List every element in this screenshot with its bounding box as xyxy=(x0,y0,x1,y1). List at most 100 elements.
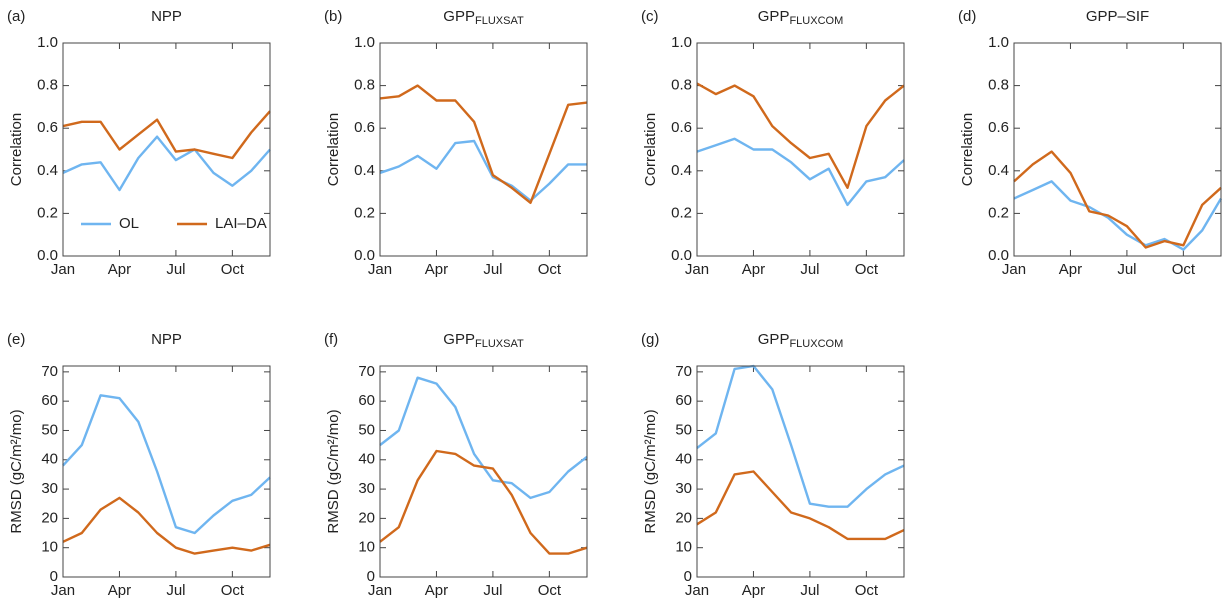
plot-frame xyxy=(62,42,271,257)
x-tick-label: Jul xyxy=(166,261,185,278)
y-axis-label: RMSD (gC/m²/mo) xyxy=(642,409,659,533)
chart-title: GPPFLUXCOM xyxy=(758,331,843,350)
x-tick-label: Apr xyxy=(1059,261,1082,278)
x-tick-label: Apr xyxy=(425,582,448,599)
y-tick-label: 50 xyxy=(675,421,692,438)
y-tick-label: 50 xyxy=(41,421,58,438)
y-tick-label: 0.0 xyxy=(37,247,58,264)
series-line xyxy=(379,139,587,202)
y-tick-label: 30 xyxy=(41,480,58,497)
y-tick-label: 1.0 xyxy=(671,34,692,51)
y-tick-label: 50 xyxy=(358,421,375,438)
x-tick-label: Oct xyxy=(1172,261,1196,278)
panel-label: (c) xyxy=(641,8,659,25)
series-line xyxy=(696,82,905,189)
legend-label: OL xyxy=(119,215,139,232)
y-tick-label: 40 xyxy=(675,451,692,468)
y-tick-label: 60 xyxy=(358,392,375,409)
x-tick-label: Apr xyxy=(742,261,765,278)
y-tick-label: 0 xyxy=(367,568,375,585)
x-tick-label: Jul xyxy=(1117,261,1136,278)
y-tick-label: 60 xyxy=(675,392,692,409)
y-tick-label: 0.6 xyxy=(37,119,58,136)
y-tick-label: 10 xyxy=(675,539,692,556)
x-tick-label: Apr xyxy=(742,582,765,599)
series-line xyxy=(62,110,271,160)
y-tick-label: 0.6 xyxy=(354,119,375,136)
y-tick-label: 0.4 xyxy=(37,162,58,179)
x-tick-label: Jan xyxy=(368,261,392,278)
x-tick-label: Apr xyxy=(425,261,448,278)
title-subscript: FLUXSAT xyxy=(475,15,524,27)
y-tick-label: 0.2 xyxy=(671,204,692,221)
y-tick-label: 0.2 xyxy=(988,204,1009,221)
x-tick-label: Jan xyxy=(51,261,75,278)
x-tick-label: Jul xyxy=(483,582,502,599)
x-tick-label: Oct xyxy=(538,582,562,599)
y-axis-label: Correlation xyxy=(8,113,25,186)
x-tick-label: Jul xyxy=(800,582,819,599)
series-line xyxy=(1013,150,1222,249)
chart-title: GPPFLUXCOM xyxy=(758,8,843,27)
y-axis-label: RMSD (gC/m²/mo) xyxy=(8,409,25,533)
y-tick-label: 0.4 xyxy=(354,162,375,179)
plot-frame xyxy=(379,42,588,257)
y-tick-label: 0.4 xyxy=(671,162,692,179)
panel-label: (b) xyxy=(324,8,342,25)
y-tick-label: 0.8 xyxy=(354,77,375,94)
chart-title: GPPFLUXSAT xyxy=(443,331,524,350)
chart-title: NPP xyxy=(151,8,182,25)
title-main: GPP xyxy=(758,331,790,348)
y-tick-label: 0.6 xyxy=(988,119,1009,136)
title-subscript: FLUXSAT xyxy=(475,338,524,350)
chart-title: GPPFLUXSAT xyxy=(443,8,524,27)
x-tick-label: Oct xyxy=(855,261,879,278)
series-line xyxy=(696,470,905,541)
y-tick-label: 0.0 xyxy=(671,247,692,264)
plot-frame xyxy=(62,365,271,578)
y-tick-label: 40 xyxy=(358,451,375,468)
y-tick-label: 10 xyxy=(358,539,375,556)
series-line xyxy=(379,449,588,555)
panel-label: (a) xyxy=(7,8,25,25)
y-tick-label: 0.8 xyxy=(37,77,58,94)
legend-label: LAI–DA xyxy=(215,215,267,232)
x-tick-label: Jan xyxy=(51,582,75,599)
chart-title: NPP xyxy=(151,331,182,348)
y-tick-label: 0.6 xyxy=(671,119,692,136)
y-tick-label: 30 xyxy=(675,480,692,497)
x-tick-label: Jan xyxy=(1002,261,1026,278)
x-tick-label: Jul xyxy=(166,582,185,599)
y-tick-label: 1.0 xyxy=(988,34,1009,51)
y-tick-label: 0.0 xyxy=(988,247,1009,264)
y-tick-label: 20 xyxy=(675,509,692,526)
title-main: GPP xyxy=(443,8,475,25)
title-subscript: FLUXCOM xyxy=(789,15,843,27)
x-tick-label: Jan xyxy=(685,582,709,599)
title-subscript: FLUXCOM xyxy=(789,338,843,350)
x-tick-label: Jan xyxy=(685,261,709,278)
x-tick-label: Jan xyxy=(368,582,392,599)
y-tick-label: 70 xyxy=(358,363,375,380)
y-tick-label: 60 xyxy=(41,392,58,409)
panel-label: (e) xyxy=(7,331,25,348)
x-tick-label: Oct xyxy=(221,261,245,278)
x-tick-label: Jul xyxy=(800,261,819,278)
title-main: GPP–SIF xyxy=(1086,8,1149,25)
plot-frame xyxy=(696,365,905,578)
series-line xyxy=(62,394,271,535)
panel-label: (g) xyxy=(641,331,659,348)
y-tick-label: 70 xyxy=(41,363,58,380)
x-tick-label: Jul xyxy=(483,261,502,278)
chart-title: GPP–SIF xyxy=(1086,8,1149,25)
series-line xyxy=(1013,180,1223,251)
series-line xyxy=(696,137,905,207)
panel-label: (d) xyxy=(958,8,976,25)
y-tick-label: 1.0 xyxy=(354,34,375,51)
title-main: NPP xyxy=(151,8,182,25)
y-tick-label: 0.2 xyxy=(354,204,375,221)
y-axis-label: Correlation xyxy=(959,113,976,186)
x-tick-label: Oct xyxy=(855,582,879,599)
y-tick-label: 1.0 xyxy=(37,34,58,51)
y-tick-label: 0 xyxy=(50,568,58,585)
